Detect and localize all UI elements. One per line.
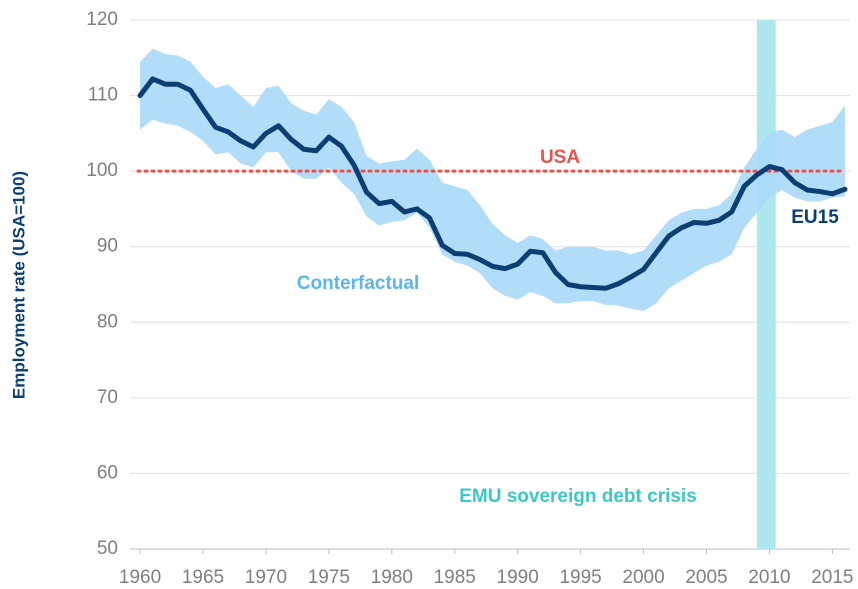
- counterfactual-band: [140, 48, 845, 311]
- x-tick-label: 1985: [434, 567, 476, 588]
- y-tick-label: 60: [97, 462, 118, 483]
- x-tick-label: 1995: [559, 567, 601, 588]
- x-tick-label: 1970: [245, 567, 287, 588]
- span-label: EMU sovereign debt crisis: [459, 486, 697, 507]
- x-tick-label: 1960: [119, 567, 161, 588]
- reference-label: USA: [540, 147, 580, 168]
- series-line: [137, 76, 848, 291]
- y-tick-label: 90: [97, 236, 118, 257]
- x-tick-label: 1975: [308, 567, 350, 588]
- y-tick-label: 70: [97, 387, 118, 408]
- shaded-span: [756, 20, 776, 549]
- x-tick-label: 1990: [497, 567, 539, 588]
- x-tick-label: 2015: [811, 567, 853, 588]
- y-tick-label: 100: [86, 160, 118, 181]
- x-tick-label: 1965: [182, 567, 224, 588]
- x-tick-label: 1980: [371, 567, 413, 588]
- y-tick-label: 110: [88, 85, 118, 106]
- y-tick-label: 80: [97, 311, 118, 332]
- y-tick-label: 120: [86, 9, 118, 30]
- band-label: Conterfactual: [297, 273, 419, 294]
- series-label: EU15: [791, 207, 839, 228]
- x-tick-label: 2005: [685, 567, 727, 588]
- x-tick-label: 2000: [622, 567, 664, 588]
- y-tick-label: 50: [97, 538, 118, 559]
- x-tick-label: 2010: [748, 567, 790, 588]
- y-axis-label: Employment rate (USA=100): [9, 171, 28, 399]
